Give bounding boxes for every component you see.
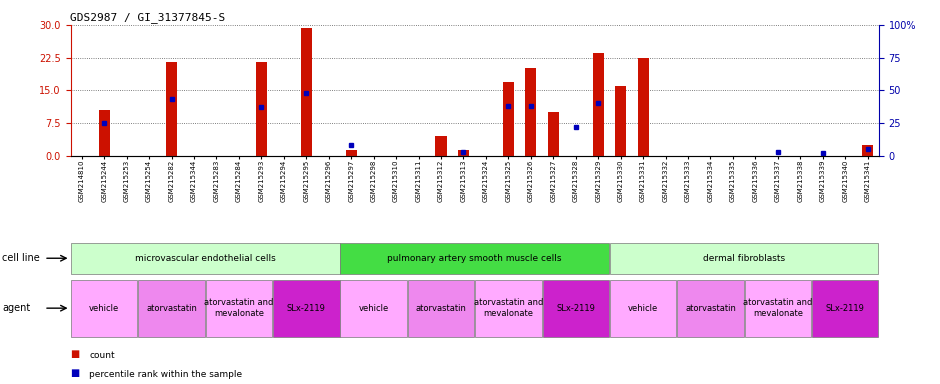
Bar <box>340 243 609 274</box>
Bar <box>435 136 446 156</box>
Bar <box>166 62 177 156</box>
Bar <box>503 81 514 156</box>
Text: atorvastatin and
mevalonate: atorvastatin and mevalonate <box>474 298 543 318</box>
Text: atorvastatin: atorvastatin <box>415 304 466 313</box>
Bar <box>862 145 873 156</box>
Text: pulmonary artery smooth muscle cells: pulmonary artery smooth muscle cells <box>387 254 562 263</box>
Bar <box>70 280 137 337</box>
Bar <box>542 280 609 337</box>
Text: vehicle: vehicle <box>89 304 119 313</box>
Bar <box>812 280 879 337</box>
Bar <box>408 280 475 337</box>
Bar <box>70 243 339 274</box>
Bar <box>610 243 879 274</box>
Text: percentile rank within the sample: percentile rank within the sample <box>89 370 243 379</box>
Text: vehicle: vehicle <box>628 304 658 313</box>
Text: vehicle: vehicle <box>358 304 389 313</box>
Bar <box>548 112 559 156</box>
Text: atorvastatin and
mevalonate: atorvastatin and mevalonate <box>204 298 274 318</box>
Bar <box>475 280 541 337</box>
Bar <box>99 110 110 156</box>
Bar <box>301 28 312 156</box>
Text: SLx-2119: SLx-2119 <box>287 304 326 313</box>
Text: dermal fibroblasts: dermal fibroblasts <box>703 254 785 263</box>
Text: ■: ■ <box>70 368 80 378</box>
Bar <box>256 62 267 156</box>
Text: ■: ■ <box>70 349 80 359</box>
Text: atorvastatin and
mevalonate: atorvastatin and mevalonate <box>744 298 812 318</box>
Text: SLx-2119: SLx-2119 <box>825 304 865 313</box>
Bar <box>206 280 273 337</box>
Text: cell line: cell line <box>2 253 39 263</box>
Text: SLx-2119: SLx-2119 <box>556 304 595 313</box>
Text: agent: agent <box>2 303 30 313</box>
Bar <box>744 280 811 337</box>
Bar <box>273 280 339 337</box>
Bar <box>677 280 744 337</box>
Text: atorvastatin: atorvastatin <box>685 304 736 313</box>
Bar <box>637 58 649 156</box>
Bar <box>458 150 469 156</box>
Text: microvascular endothelial cells: microvascular endothelial cells <box>134 254 275 263</box>
Bar <box>138 280 205 337</box>
Bar <box>610 280 677 337</box>
Bar <box>346 150 357 156</box>
Text: GDS2987 / GI_31377845-S: GDS2987 / GI_31377845-S <box>70 12 226 23</box>
Text: atorvastatin: atorvastatin <box>146 304 197 313</box>
Bar <box>340 280 407 337</box>
Bar <box>525 68 537 156</box>
Bar <box>592 53 603 156</box>
Bar <box>615 86 626 156</box>
Text: count: count <box>89 351 115 360</box>
